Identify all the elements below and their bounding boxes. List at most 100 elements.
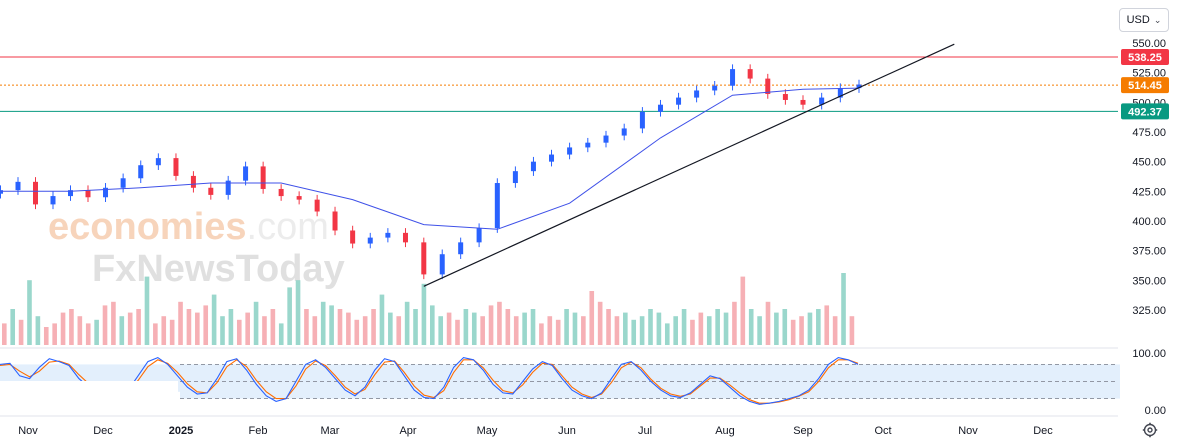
volume-bar [505,309,511,345]
moving-average-line [0,87,860,230]
volume-bar [354,319,360,345]
volume-bar [388,312,393,345]
volume-bar [27,280,32,345]
candle-body [208,187,214,195]
candle-body [278,188,284,197]
currency-select[interactable]: USD ⌄ [1119,8,1169,32]
watermark-economies: economies.com [48,206,329,249]
candle-body [512,171,518,184]
level-label-box [1121,48,1169,65]
volume-bar [522,312,527,345]
volume-bar [2,323,7,345]
x-tick-label: Feb [249,425,268,437]
volume-bar [85,323,91,345]
volume-bar [471,312,477,345]
volume-bar [581,316,586,345]
volume-bar [102,305,108,345]
candle-body [730,69,736,86]
candle-body [657,104,663,112]
volume-bar [790,319,796,345]
volume-bar [119,316,125,345]
volume-bar [404,301,410,345]
volume-bar [832,316,838,345]
volume-bar [60,312,66,345]
volume-bar [807,312,813,345]
volume-bar [816,309,821,345]
volume-bar [614,316,620,345]
settings-button[interactable] [1139,419,1161,441]
volume-bar [774,312,779,345]
volume-bar [262,316,267,345]
volume-bar [203,305,209,345]
watermark-economies-main: economies [48,206,247,248]
volume-bar [673,316,678,345]
candle-body [819,97,825,105]
volume-bar [480,316,485,345]
candle-body [856,84,862,89]
candle-body [603,135,609,143]
volume-bar [35,316,41,345]
candle-body [33,181,38,205]
x-tick-label: Jun [558,425,576,437]
volume-bar [564,309,569,345]
volume-bar [362,316,368,345]
volume-bar [337,309,343,345]
candle-body [494,183,500,229]
y-tick-label: 425.00 [1132,186,1166,198]
candle-body [296,196,302,200]
y-tick-label: 350.00 [1132,275,1166,287]
trend-line [423,43,955,287]
volume-bar [555,319,561,345]
volume-bar [186,309,192,345]
volume-bar [161,316,167,345]
volume-bar [715,309,720,345]
volume-bar [144,276,150,345]
volume-bar [841,273,846,345]
volume-bar [136,309,141,345]
volume-bar [10,309,16,345]
x-tick-label: Oct [874,425,891,437]
x-tick-label: May [477,425,498,437]
candle-body [243,166,249,181]
volume-bar [748,309,754,345]
x-tick-label: Dec [1033,425,1053,437]
volume-bar [446,312,452,345]
y-tick-label: 525.00 [1132,68,1166,80]
candle-body [549,154,555,162]
volume-bar [253,301,259,345]
volume-bar [228,309,234,345]
chevron-down-icon: ⌄ [1153,14,1162,25]
candle-body [260,166,266,189]
volume-bar [396,316,402,345]
candle-body [332,211,338,231]
candle-body [120,178,126,188]
volume-bar [245,312,250,345]
candle-body [567,147,573,155]
candle-body [476,228,482,243]
volume-bar [513,316,519,345]
y-tick-label: 375.00 [1132,246,1166,258]
volume-bar [111,301,116,345]
volume-bar [304,309,309,345]
volume-bar [757,316,762,345]
candle-body [712,85,718,91]
volume-bar [639,316,645,345]
stoch-tick-label: 100.00 [1132,348,1166,360]
volume-bar [371,309,376,345]
watermark-economies-suffix: .com [246,206,329,248]
candle-body [800,99,806,105]
candle-body [138,165,144,179]
volume-bar [497,301,502,345]
volume-bar [589,291,595,345]
volume-bar [698,312,704,345]
volume-bar [77,316,83,345]
volume-bar [421,283,427,345]
volume-bar [782,309,788,345]
y-tick-label: 450.00 [1132,157,1166,169]
volume-bar [195,312,200,345]
volume-bar [799,316,804,345]
volume-bar [488,305,494,345]
candle-body [782,94,788,100]
